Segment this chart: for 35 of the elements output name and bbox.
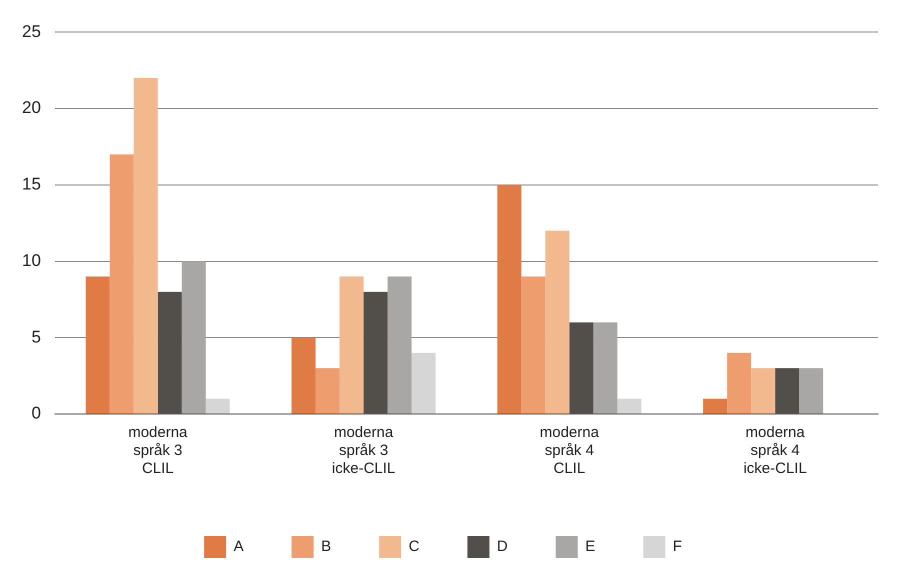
bar xyxy=(86,276,110,414)
x-tick-label: moderna språk 3 icke-CLIL xyxy=(332,424,396,478)
legend-label: D xyxy=(496,538,508,556)
bar xyxy=(703,398,728,414)
bar xyxy=(206,398,230,414)
bar xyxy=(316,368,340,414)
y-tick-label: 5 xyxy=(31,327,41,346)
x-tick-label: moderna språk 3 CLIL xyxy=(128,424,188,478)
x-tick-label: moderna språk 4 CLIL xyxy=(540,424,600,478)
bar xyxy=(593,322,618,414)
y-tick-label: 25 xyxy=(22,22,41,41)
y-tick-label: 10 xyxy=(22,250,41,270)
legend-label: C xyxy=(408,538,420,556)
bar xyxy=(727,352,752,414)
bar xyxy=(617,398,642,414)
legend-label: B xyxy=(321,538,332,556)
y-tick-label: 20 xyxy=(22,98,41,118)
bar xyxy=(134,78,158,414)
x-tick-label: moderna språk 4 icke-CLIL xyxy=(743,424,807,478)
bar xyxy=(182,261,206,414)
bar xyxy=(388,276,412,414)
y-tick-label: 15 xyxy=(22,174,41,194)
bar xyxy=(751,368,776,414)
bar xyxy=(545,230,570,414)
bar xyxy=(412,352,436,414)
y-tick-label: 0 xyxy=(31,404,41,423)
bar xyxy=(110,154,134,414)
bar xyxy=(292,338,316,414)
legend-label: F xyxy=(672,538,682,556)
legend-label: E xyxy=(585,538,596,556)
bar xyxy=(521,276,546,414)
bar xyxy=(340,276,364,414)
bar xyxy=(799,368,824,414)
bar xyxy=(497,184,522,414)
legend-label: A xyxy=(234,538,244,556)
